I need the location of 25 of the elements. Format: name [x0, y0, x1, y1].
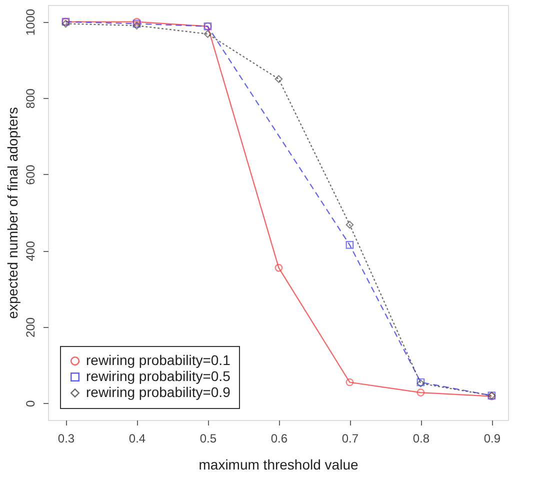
y-tick-label: 1000 [24, 8, 38, 36]
y-tick-label: 400 [24, 240, 38, 262]
x-tick-label: 0.4 [128, 432, 146, 446]
x-tick-label: 0.8 [412, 432, 430, 446]
y-tick-label: 800 [24, 88, 38, 109]
y-axis-title: expected number of final adopters [4, 107, 20, 319]
y-tick-label: 0 [24, 400, 38, 408]
legend-label: rewiring probability=0.5 [86, 368, 231, 384]
x-tick-label: 0.6 [270, 432, 288, 446]
legend-label: rewiring probability=0.1 [86, 352, 231, 368]
x-tick-label: 0.5 [200, 432, 217, 446]
point [346, 378, 354, 386]
point [416, 388, 425, 396]
y-tick-label: 600 [24, 164, 38, 185]
point [346, 220, 354, 229]
x-tick-label: 0.3 [58, 432, 75, 446]
point [204, 30, 212, 38]
x-tick-label: 0.9 [484, 432, 501, 446]
point [274, 264, 283, 272]
x-tick-label: 0.7 [342, 432, 359, 446]
x-axis-title: maximum threshold value [198, 456, 358, 472]
legend-label: rewiring probability=0.9 [86, 384, 231, 400]
point [274, 75, 283, 83]
y-tick-label: 200 [24, 317, 38, 338]
point [346, 241, 354, 249]
